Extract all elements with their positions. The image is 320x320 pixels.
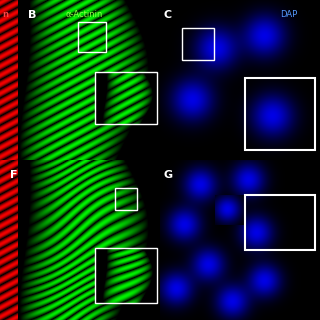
Text: DAP: DAP xyxy=(280,10,297,19)
Bar xyxy=(115,188,137,210)
Bar xyxy=(95,248,157,303)
Bar xyxy=(78,22,106,52)
Text: G: G xyxy=(163,170,172,180)
Text: F: F xyxy=(10,170,18,180)
Text: n: n xyxy=(2,10,8,19)
Text: C: C xyxy=(163,10,171,20)
Bar xyxy=(245,195,315,250)
Bar xyxy=(182,28,214,60)
Bar xyxy=(95,72,157,124)
Text: B: B xyxy=(28,10,36,20)
Bar xyxy=(245,78,315,150)
Text: α-Actinin: α-Actinin xyxy=(65,10,102,19)
